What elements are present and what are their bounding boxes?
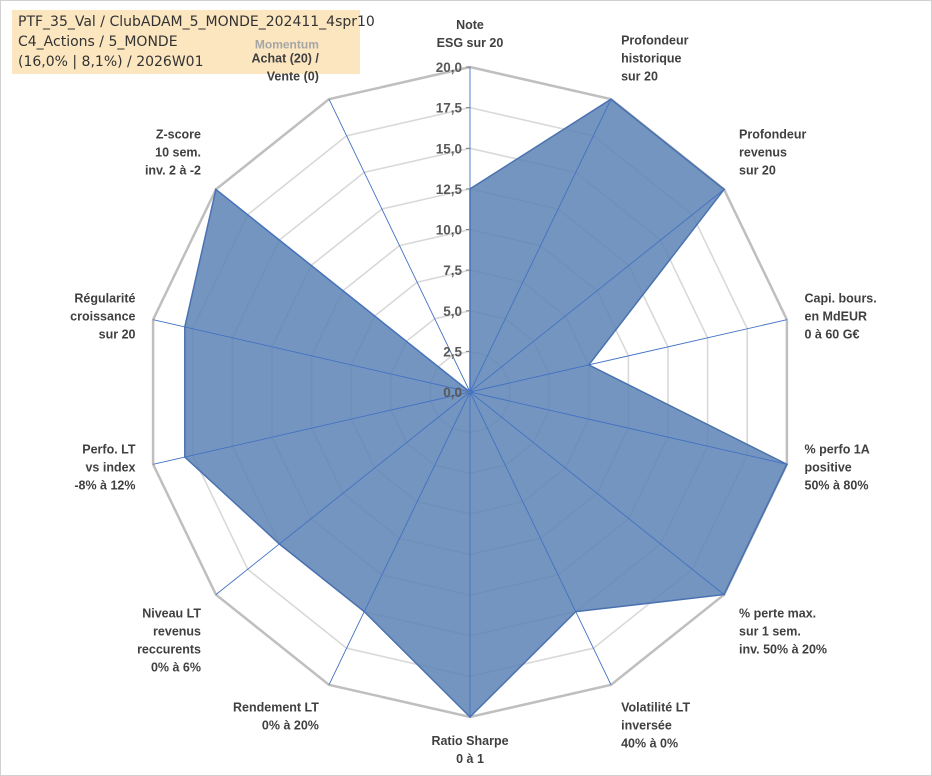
category-label-line: 40% à 0% [621, 736, 678, 750]
category-label-line: croissance [70, 310, 135, 324]
tick-label: 0,0 [443, 385, 462, 400]
category-label: Profondeur revenus sur 20 [739, 128, 806, 178]
category-label-line: positive [805, 460, 852, 474]
tick-label: 20,0 [436, 60, 462, 75]
category-label-line: Perfo. LT [82, 442, 136, 456]
category-label: Ratio Sharpe 0 à 1 [431, 734, 508, 766]
category-label: Achat (20) / Vente (0) Momentum [252, 38, 320, 84]
category-label-line: Achat (20) / [252, 52, 320, 66]
radar-tick-labels: 0,0 2,5 5,0 7,5 10,0 12,5 15,0 17,5 20,0 [436, 60, 470, 400]
axis-spoke [469, 319, 788, 393]
category-label-line: ESG sur 20 [437, 36, 504, 50]
category-label-line: revenus [153, 624, 201, 638]
tick-label: 15,0 [436, 141, 462, 156]
category-label-line: historique [621, 52, 681, 66]
axis-spoke [215, 391, 471, 595]
category-label-line: reccurents [137, 642, 201, 656]
category-label-line: en MdEUR [805, 310, 868, 324]
category-label-line: % perfo 1A [805, 442, 870, 456]
category-label-line: inv. 50% à 20% [739, 642, 827, 656]
category-label-line: Z-score [156, 128, 201, 142]
category-label-line: Rendement LT [233, 700, 319, 714]
category-label-line: Note [456, 18, 484, 32]
category-label: % perfo 1A positive 50% à 80% [805, 442, 870, 492]
info-box: PTF_35_Val / ClubADAM_5_MONDE_202411_4sp… [12, 10, 375, 74]
axis-spoke [469, 391, 788, 465]
axis-spoke [215, 189, 471, 393]
category-label-line: 50% à 80% [805, 478, 869, 492]
category-label: Rendement LT 0% à 20% [233, 700, 319, 732]
tick-label: 2,5 [443, 344, 462, 359]
category-label-line: sur 20 [99, 328, 136, 342]
category-label-line: Capi. bours. [805, 292, 877, 306]
info-line-stats: (16,0% | 8,1%) / 2026W01 [18, 54, 204, 70]
category-label-line: Niveau LT [142, 606, 201, 620]
category-label-line: Profondeur [621, 34, 688, 48]
axis-spoke [152, 319, 471, 393]
category-label-line: Vente (0) [267, 70, 319, 84]
category-label: Perfo. LT vs index -8% à 12% [74, 442, 136, 492]
category-label-line: sur 1 sem. [739, 624, 801, 638]
info-line-category: C4_Actions / 5_MONDE [18, 34, 178, 50]
info-line-portfolio: PTF_35_Val / ClubADAM_5_MONDE_202411_4sp… [18, 14, 375, 30]
axis-spoke [328, 99, 471, 393]
category-label-line: 0% à 6% [151, 660, 201, 674]
category-label: Note ESG sur 20 [437, 18, 504, 50]
category-label: Volatilité LT inversée 40% à 0% [621, 700, 690, 750]
category-label-line: Volatilité LT [621, 700, 690, 714]
radar-axes [152, 67, 788, 717]
category-label: Profondeur historique sur 20 [621, 34, 688, 84]
axis-spoke [469, 99, 612, 393]
category-label: Niveau LT revenus reccurents 0% à 6% [137, 606, 201, 674]
category-label-line: sur 20 [739, 164, 776, 178]
category-label: Z-score 10 sem. inv. 2 à -2 [145, 128, 201, 178]
tick-label: 5,0 [443, 304, 462, 319]
radar-series [184, 98, 788, 719]
category-label-line: % perte max. [739, 606, 816, 620]
tick-label: 17,5 [436, 101, 463, 116]
category-label-line: inversée [621, 718, 672, 732]
category-label: % perte max. sur 1 sem. inv. 50% à 20% [739, 606, 827, 656]
radar-category-labels: Note ESG sur 20 Profondeur historique sur 20… [70, 18, 877, 766]
category-label-line: 0 à 60 G€ [805, 328, 860, 342]
category-label-line: -8% à 12% [74, 478, 135, 492]
tick-label: 12,5 [436, 182, 463, 197]
axis-spoke [469, 189, 725, 393]
category-label-line: vs index [85, 460, 135, 474]
tick-label: 10,0 [436, 223, 462, 238]
axis-spoke [469, 391, 612, 685]
tick-label: 7,5 [443, 263, 462, 278]
category-label-line: 0% à 20% [262, 718, 319, 732]
axis-spoke [469, 391, 725, 595]
momentum-label: Momentum [255, 38, 319, 52]
category-label-line: 0 à 1 [456, 752, 484, 766]
category-label-line: revenus [739, 146, 787, 160]
category-label-line: inv. 2 à -2 [145, 164, 201, 178]
category-label-line: Régularité [74, 292, 135, 306]
category-label-line: 10 sem. [155, 146, 201, 160]
axis-spoke [328, 391, 471, 685]
category-label-line: Ratio Sharpe [431, 734, 508, 748]
category-label-line: Profondeur [739, 128, 806, 142]
category-label: Capi. bours. en MdEUR 0 à 60 G€ [805, 292, 877, 342]
axis-spoke [152, 391, 471, 465]
category-label-line: sur 20 [621, 70, 658, 84]
category-label: Régularité croissance sur 20 [70, 292, 135, 342]
